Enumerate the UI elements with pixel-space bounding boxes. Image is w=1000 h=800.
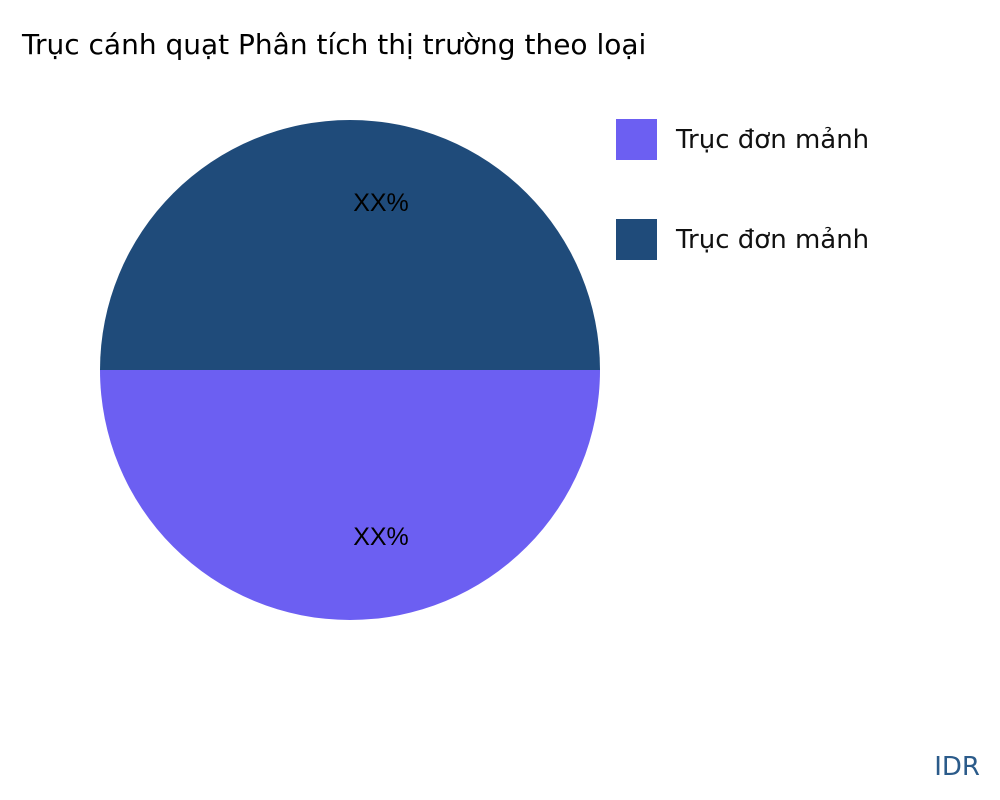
legend-swatch xyxy=(616,219,657,260)
legend-swatch xyxy=(616,119,657,160)
legend-item: Trục đơn mảnh xyxy=(616,219,869,260)
slice-label: XX% xyxy=(353,523,409,551)
legend-label: Trục đơn mảnh xyxy=(676,124,870,155)
pie-slice xyxy=(100,370,600,620)
pie-slice xyxy=(100,120,600,370)
legend-item: Trục đơn mảnh xyxy=(616,119,869,160)
slice-label: XX% xyxy=(353,189,409,217)
watermark-logo: IDR xyxy=(934,752,980,782)
legend-label: Trục đơn mảnh xyxy=(676,224,870,255)
chart-title: Trục cánh quạt Phân tích thị trường theo… xyxy=(22,28,647,61)
